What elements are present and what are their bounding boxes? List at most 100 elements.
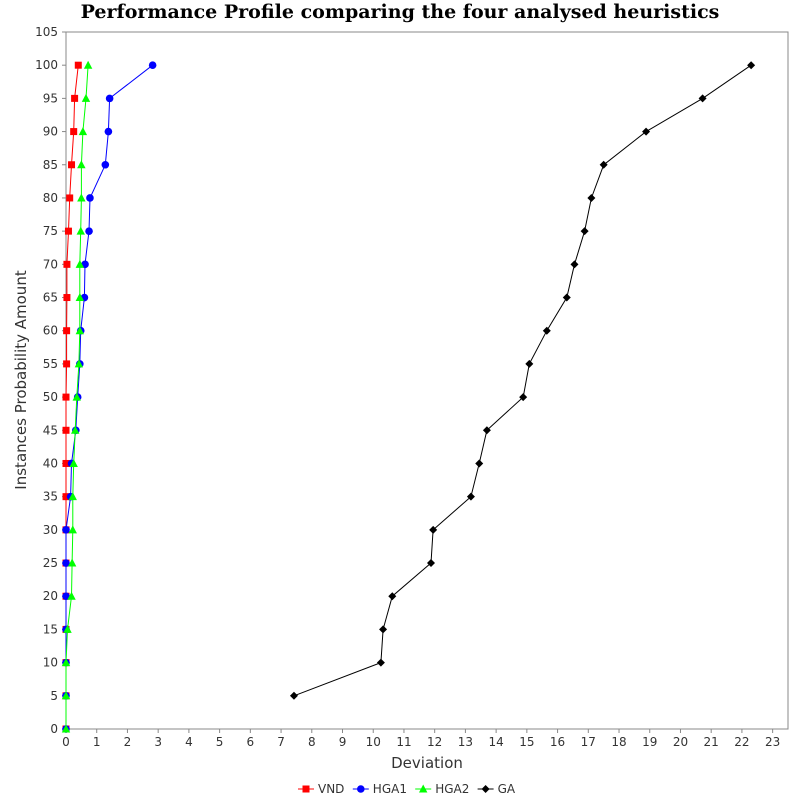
data-point-ga (570, 260, 579, 269)
data-point-ga (562, 293, 571, 302)
data-point-hga1 (104, 127, 113, 136)
x-tick-label: 9 (339, 735, 347, 749)
data-point-hga2 (68, 525, 77, 534)
data-point-ga (289, 691, 298, 700)
data-point-vnd (63, 294, 71, 302)
data-point-vnd (62, 426, 70, 434)
y-tick-label: 85 (43, 158, 58, 172)
data-point-hga1 (62, 592, 70, 601)
series-line-ga (293, 64, 752, 697)
data-point-hga2 (75, 259, 85, 268)
series-group (61, 60, 756, 733)
y-tick-label: 105 (35, 25, 58, 39)
data-point-vnd (66, 194, 74, 202)
y-tick-label: 50 (43, 390, 58, 404)
data-point-ga (426, 559, 435, 568)
y-tick-label: 75 (43, 224, 58, 238)
y-tick-label: 65 (43, 291, 58, 305)
y-tick-label: 30 (43, 523, 58, 537)
data-point-hga2 (74, 359, 84, 368)
data-point-hga1 (62, 559, 70, 567)
legend-marker-hga1 (357, 785, 365, 793)
x-tick-label: 8 (308, 735, 316, 749)
data-point-ga (379, 625, 388, 634)
axis-ticks: 0 1 2 3 4 5 6 7 8 9 10 11 12 13 14 15 16 17 18 19 20 21 22 2305… (35, 25, 780, 749)
data-point-vnd (62, 493, 70, 501)
legend-item-hga1: HGA1 (352, 782, 407, 796)
data-point-ga (599, 160, 608, 169)
data-point-hga2 (76, 226, 85, 235)
x-tick-label: 21 (704, 735, 719, 749)
y-tick-label: 40 (43, 456, 58, 470)
legend-item-hga2: HGA2 (415, 782, 469, 796)
legend-label-ga: GA (498, 782, 516, 796)
y-tick-label: 90 (43, 125, 58, 139)
y-tick-label: 60 (43, 324, 58, 338)
data-point-hga2 (71, 425, 80, 434)
x-tick-label: 7 (277, 735, 285, 749)
x-tick-label: 10 (366, 735, 381, 749)
x-tick-label: 2 (124, 735, 132, 749)
data-point-vnd (63, 260, 71, 268)
data-point-vnd (64, 227, 72, 235)
y-tick-label: 95 (43, 91, 58, 105)
data-point-ga (376, 658, 385, 667)
plot-area (65, 31, 789, 730)
data-point-ga (698, 94, 707, 103)
x-tick-label: 15 (519, 735, 534, 749)
y-tick-label: 25 (43, 556, 58, 570)
data-point-ga (482, 426, 491, 435)
data-point-hga2 (83, 60, 93, 69)
data-point-vnd (70, 128, 78, 136)
data-point-ga (475, 459, 484, 468)
data-point-hga1 (148, 61, 157, 69)
data-point-hga2 (75, 326, 85, 335)
data-point-hga2 (63, 624, 72, 633)
legend-label-vnd: VND (318, 782, 344, 796)
x-tick-label: 0 (62, 735, 70, 749)
x-axis-label: Deviation (391, 754, 463, 772)
x-tick-label: 1 (93, 735, 101, 749)
x-tick-label: 12 (427, 735, 442, 749)
data-point-ga (747, 61, 756, 70)
y-tick-label: 80 (43, 191, 58, 205)
x-tick-label: 19 (642, 735, 657, 749)
data-point-vnd (62, 459, 70, 467)
x-tick-label: 16 (550, 735, 565, 749)
data-point-ga (525, 359, 534, 368)
data-point-hga2 (67, 558, 77, 567)
data-point-hga2 (69, 458, 78, 467)
y-axis-label: Instances Probability Amount (12, 270, 30, 490)
data-point-hga2 (77, 160, 86, 169)
data-point-ga (388, 592, 397, 601)
legend-item-vnd: VND (298, 782, 344, 796)
x-tick-label: 13 (458, 735, 473, 749)
x-tick-label: 4 (185, 735, 193, 749)
y-tick-label: 35 (43, 490, 58, 504)
y-tick-label: 5 (50, 689, 58, 703)
data-point-vnd (63, 327, 71, 335)
data-point-hga1 (86, 194, 94, 202)
legend-marker-ga (481, 785, 490, 793)
data-point-vnd (63, 360, 71, 368)
y-tick-label: 45 (43, 423, 58, 437)
x-tick-label: 6 (247, 735, 255, 749)
data-point-hga1 (101, 160, 110, 169)
y-tick-label: 20 (43, 589, 58, 603)
series-ga (289, 61, 756, 700)
data-point-hga2 (67, 591, 76, 600)
y-tick-label: 100 (35, 58, 58, 72)
series-hga2 (61, 60, 93, 733)
data-point-hga1 (85, 227, 93, 235)
x-tick-label: 17 (581, 735, 596, 749)
y-tick-label: 55 (43, 357, 58, 371)
data-point-hga2 (78, 127, 88, 136)
legend-item-ga: GA (477, 782, 516, 796)
legend-marker-hga2 (419, 784, 428, 793)
y-tick-label: 70 (43, 257, 58, 271)
x-tick-label: 20 (673, 735, 688, 749)
legend-label-hga1: HGA1 (373, 782, 407, 796)
data-point-vnd (62, 393, 70, 401)
chart-title: Performance Profile comparing the four a… (81, 1, 720, 23)
